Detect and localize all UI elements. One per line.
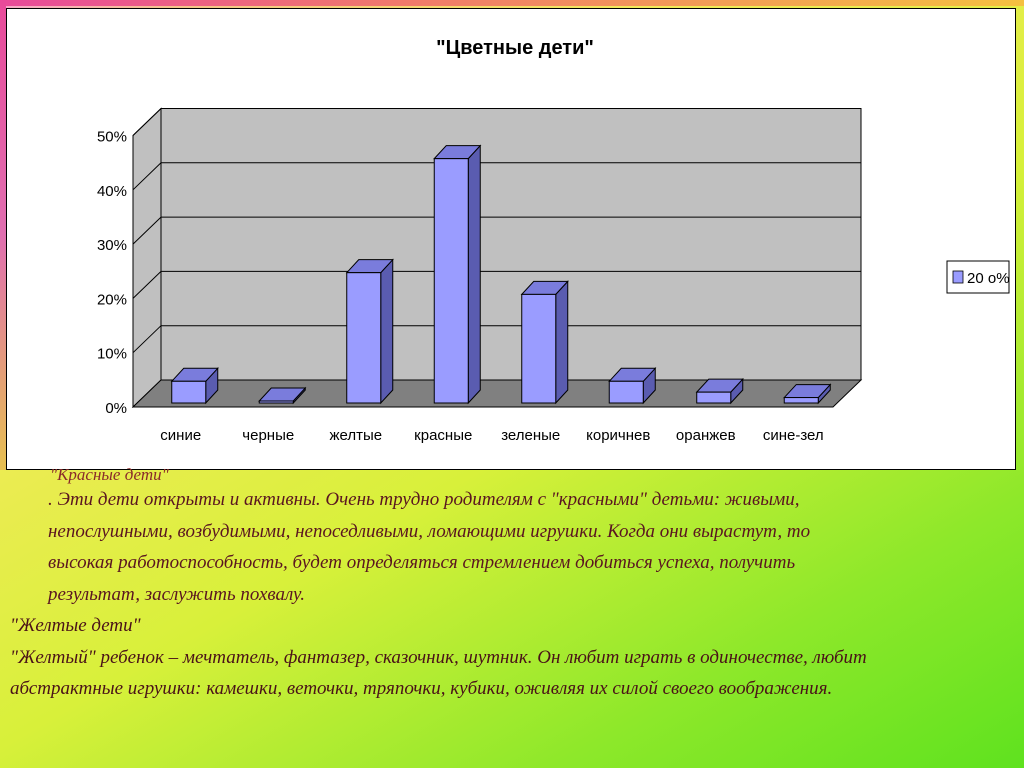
chart-panel: "Цветные дети" 0% 10% 20% 30% 40% 50% синие че… (6, 8, 1016, 470)
slide-border-left (0, 0, 6, 470)
red-line-1: . Эти дети открыты и активны. Очень труд… (48, 489, 800, 510)
bar (433, 144, 482, 405)
red-line-3: высокая работоспособность, будет определ… (48, 552, 796, 573)
y-tick-label: 50% (97, 129, 127, 146)
red-children-heading: "Красные дети" (50, 465, 169, 484)
yellow-line-2: абстрактные игрушки: камешки, веточки, т… (10, 678, 833, 699)
chart-title: "Цветные дети" (436, 37, 594, 59)
chart-legend: 20 о% (946, 260, 1010, 294)
gridline (132, 216, 861, 245)
gridline (132, 108, 861, 136)
bar (520, 280, 569, 405)
bar-chart: "Цветные дети" 0% 10% 20% 30% 40% 50% синие че… (97, 37, 1010, 444)
bar-side (467, 144, 481, 405)
bar (170, 367, 219, 405)
description-text: "Красные дети" . Эти дети открыты и акти… (10, 466, 1020, 705)
chart-gridlines (132, 108, 861, 354)
y-tick-label: 10% (97, 346, 127, 363)
chart-bars (170, 144, 832, 405)
x-tick-label: коричнев (586, 427, 650, 444)
bar-front (433, 158, 469, 404)
x-tick-label: оранжев (676, 427, 736, 444)
chart-floor (131, 379, 863, 408)
bar-front (783, 397, 819, 404)
gridline (132, 162, 861, 191)
bar-front (258, 400, 294, 404)
y-axis-ticks: 0% 10% 20% 30% 40% 50% (97, 129, 127, 418)
bar-front (696, 391, 732, 404)
bar-front (608, 380, 644, 404)
x-tick-label: сине-зел (763, 427, 824, 444)
red-line-4: результат, заслужить похвалу. (48, 583, 306, 605)
bar (695, 377, 744, 405)
x-axis-labels: синие черные желтые красные зеленые коричнев о… (160, 427, 823, 444)
bar (345, 258, 394, 405)
bar-front (346, 272, 382, 404)
bar-front (521, 293, 557, 404)
slide-border-top (0, 0, 1024, 6)
bar-front (171, 380, 207, 404)
y-tick-label: 0% (105, 400, 127, 417)
chart-walls (131, 107, 863, 409)
x-tick-label: зеленые (501, 427, 560, 444)
yellow-children-heading: "Желтые дети" (10, 615, 141, 636)
bar-side (555, 280, 569, 405)
bar (783, 383, 832, 405)
red-line-2: непослушными, возбудимыми, непоседливыми… (48, 520, 811, 542)
x-tick-label: желтые (329, 427, 382, 444)
chart-side-wall (132, 107, 162, 409)
bar (258, 386, 307, 405)
bar-side (380, 258, 394, 405)
legend-swatch (952, 270, 964, 284)
y-tick-label: 20% (97, 291, 127, 308)
gridline (132, 270, 861, 299)
x-tick-label: синие (160, 427, 201, 444)
gridline (132, 325, 861, 354)
y-tick-label: 40% (97, 183, 127, 200)
y-tick-label: 30% (97, 237, 127, 254)
bar (608, 367, 657, 405)
x-tick-label: красные (414, 427, 472, 444)
legend-label: 20 о% (967, 270, 1010, 287)
yellow-line-1: "Желтый" ребенок – мечтатель, фантазер, … (10, 646, 867, 668)
x-tick-label: черные (242, 427, 294, 444)
chart-back-wall (160, 108, 862, 381)
